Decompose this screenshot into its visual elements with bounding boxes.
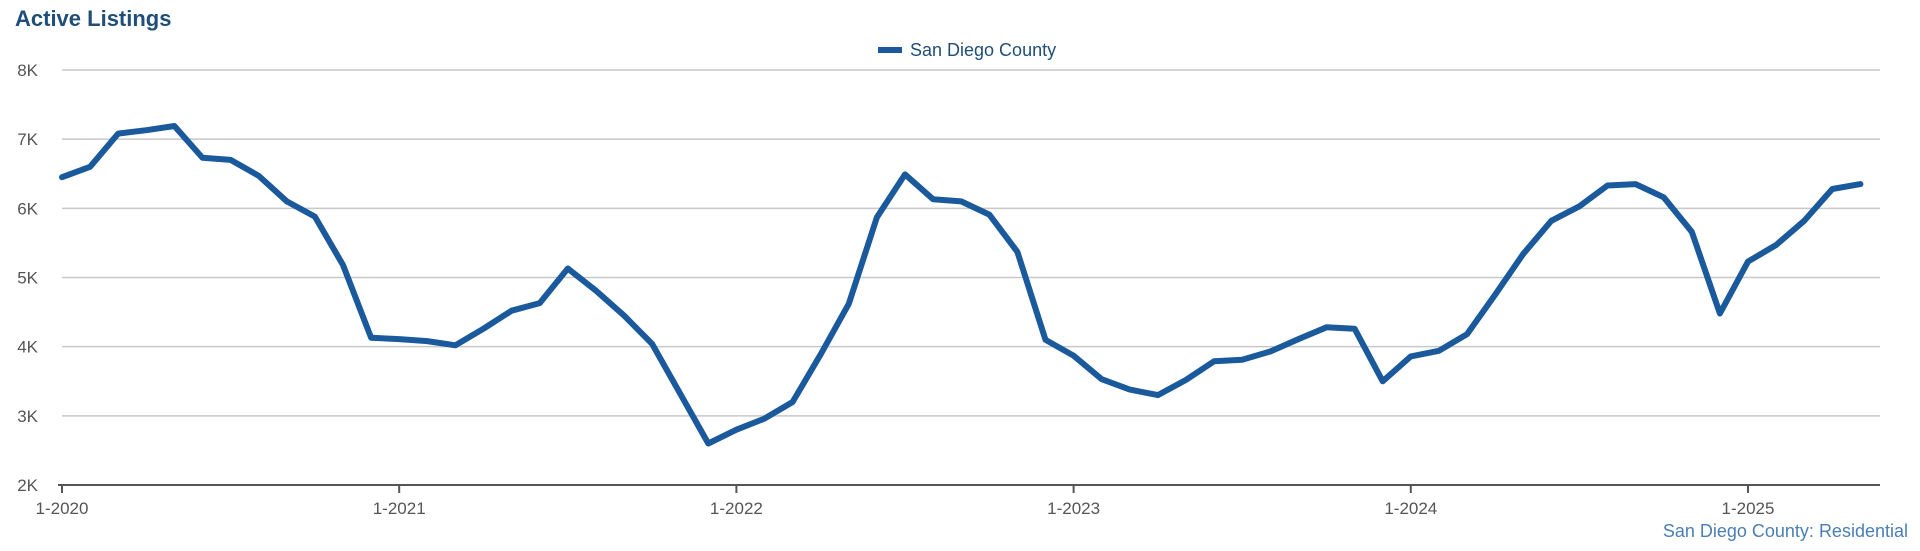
data-point (903, 172, 907, 176)
y-axis: 2K 3K 4K 5K 6K 7K 8K (17, 61, 38, 495)
gridlines (62, 69, 1880, 417)
x-tick-label: 1-2022 (710, 499, 763, 518)
x-tick-label: 1-2021 (373, 499, 426, 518)
data-point (594, 289, 598, 293)
data-point (229, 158, 233, 162)
data-point (1184, 378, 1188, 382)
y-tick-label: 7K (17, 130, 38, 149)
data-point (1465, 332, 1469, 336)
data-point (566, 267, 570, 270)
data-point (1718, 312, 1722, 315)
y-tick-label: 6K (17, 199, 38, 218)
data-point (987, 213, 991, 217)
data-point (172, 124, 176, 128)
data-point (201, 156, 204, 160)
data-point (1549, 219, 1553, 223)
data-point (453, 343, 457, 347)
data-point (1268, 350, 1272, 353)
x-tick-label: 1-2023 (1047, 499, 1100, 518)
data-point (763, 417, 766, 421)
data-point (1858, 182, 1862, 186)
data-point (1746, 260, 1750, 264)
data-point (482, 327, 485, 331)
data-point (88, 165, 92, 169)
data-point (1240, 358, 1244, 362)
data-point (931, 197, 935, 201)
x-tick-label: 1-2020 (36, 499, 89, 518)
data-point (397, 337, 401, 341)
data-point (1044, 338, 1047, 342)
data-point (425, 339, 429, 343)
data-point (285, 199, 289, 203)
legend: San Diego County (878, 40, 1056, 60)
data-point (847, 302, 851, 306)
data-point (60, 175, 64, 179)
data-point (1156, 393, 1160, 397)
y-tick-label: 3K (17, 407, 38, 426)
data-point (1577, 204, 1581, 208)
data-point (257, 174, 261, 178)
data-point (1409, 354, 1413, 358)
data-point (1072, 354, 1076, 358)
y-tick-label: 8K (17, 61, 38, 80)
data-point (1830, 187, 1834, 191)
legend-label: San Diego County (910, 40, 1056, 60)
data-point (706, 442, 710, 445)
data-point (510, 309, 514, 313)
data-point (369, 336, 373, 340)
data-point (144, 128, 148, 132)
source-label: San Diego County: Residential (1663, 521, 1908, 541)
series-line (59, 123, 1864, 447)
y-tick-label: 4K (17, 338, 38, 357)
x-axis: 1-2020 1-2021 1-2022 1-2023 1-2024 1-2025 (36, 484, 1880, 518)
chart-title: Active Listings (15, 6, 172, 31)
data-point (1100, 377, 1104, 381)
data-point (678, 392, 682, 396)
data-point (1690, 230, 1694, 234)
data-point (819, 352, 823, 356)
data-point (1606, 184, 1609, 187)
y-tick-label: 2K (17, 476, 38, 495)
data-point (1493, 293, 1497, 297)
data-point (116, 132, 120, 136)
data-point (622, 314, 626, 317)
x-tick-label: 1-2024 (1384, 499, 1437, 518)
data-point (313, 215, 317, 219)
data-point (734, 428, 738, 432)
data-point (1774, 243, 1778, 247)
data-point (1128, 388, 1132, 392)
data-point (1325, 325, 1328, 329)
data-point (791, 400, 795, 404)
data-point (341, 263, 345, 267)
y-tick-label: 5K (17, 269, 38, 288)
x-tick-label: 1-2025 (1722, 499, 1775, 518)
data-point (1353, 327, 1357, 331)
series-layer (59, 123, 1864, 447)
data-point (1015, 250, 1019, 254)
data-point (1437, 349, 1441, 353)
data-point (1296, 337, 1300, 341)
data-point (1802, 219, 1806, 223)
data-point (650, 342, 654, 346)
data-point (1634, 182, 1638, 186)
data-point (1212, 359, 1216, 363)
data-point (875, 215, 879, 219)
data-point (1381, 379, 1385, 383)
data-point (959, 199, 963, 203)
data-point (538, 301, 542, 305)
data-point (1662, 195, 1666, 199)
data-point (1521, 252, 1525, 256)
